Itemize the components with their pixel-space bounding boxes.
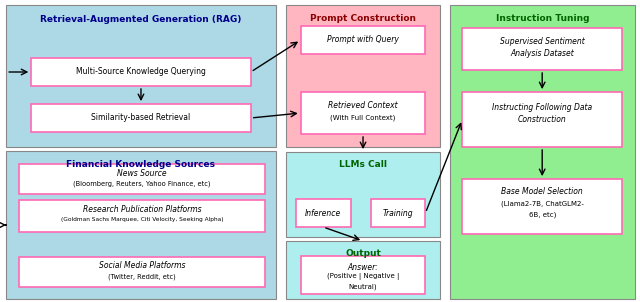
Text: Instructing Following Data: Instructing Following Data xyxy=(492,103,592,112)
FancyBboxPatch shape xyxy=(301,92,426,134)
Text: Training: Training xyxy=(383,208,413,217)
Text: Retrieved Context: Retrieved Context xyxy=(328,101,398,110)
FancyBboxPatch shape xyxy=(285,241,440,299)
FancyBboxPatch shape xyxy=(451,5,635,299)
Text: Inference: Inference xyxy=(305,208,341,217)
Text: (Goldman Sachs Marquee, Citi Velocity, Seeking Alpha): (Goldman Sachs Marquee, Citi Velocity, S… xyxy=(61,217,223,223)
FancyBboxPatch shape xyxy=(462,92,622,147)
FancyBboxPatch shape xyxy=(285,152,440,237)
FancyBboxPatch shape xyxy=(31,104,251,132)
Text: Financial Knowledge Sources: Financial Knowledge Sources xyxy=(67,160,216,169)
FancyBboxPatch shape xyxy=(301,26,426,54)
FancyBboxPatch shape xyxy=(19,200,265,232)
Text: (Twitter, Reddit, etc): (Twitter, Reddit, etc) xyxy=(108,274,176,280)
Text: (Positive | Negative |: (Positive | Negative | xyxy=(327,274,399,281)
Text: Answer:: Answer: xyxy=(348,262,378,271)
Text: Analysis Dataset: Analysis Dataset xyxy=(510,50,574,59)
FancyBboxPatch shape xyxy=(462,179,622,234)
Text: Output: Output xyxy=(345,249,381,258)
FancyBboxPatch shape xyxy=(462,28,622,70)
Text: Prompt Construction: Prompt Construction xyxy=(310,14,416,23)
Text: Construction: Construction xyxy=(518,115,566,124)
Text: Retrieval-Augmented Generation (RAG): Retrieval-Augmented Generation (RAG) xyxy=(40,15,242,24)
FancyBboxPatch shape xyxy=(31,58,251,86)
Text: LLMs Call: LLMs Call xyxy=(339,160,387,169)
Text: Supervised Sentiment: Supervised Sentiment xyxy=(500,37,584,47)
FancyBboxPatch shape xyxy=(6,151,276,299)
FancyBboxPatch shape xyxy=(19,164,265,194)
FancyBboxPatch shape xyxy=(371,199,426,227)
Text: Neutral): Neutral) xyxy=(349,284,378,290)
FancyBboxPatch shape xyxy=(301,256,426,294)
FancyBboxPatch shape xyxy=(296,199,351,227)
FancyBboxPatch shape xyxy=(285,5,440,147)
Text: (Llama2-7B, ChatGLM2-: (Llama2-7B, ChatGLM2- xyxy=(500,200,584,207)
Text: Multi-Source Knowledge Querying: Multi-Source Knowledge Querying xyxy=(76,68,206,76)
Text: Similarity-based Retrieval: Similarity-based Retrieval xyxy=(92,114,191,123)
Text: Social Media Platforms: Social Media Platforms xyxy=(99,262,185,271)
Text: Instruction Tuning: Instruction Tuning xyxy=(496,14,589,23)
Text: Prompt with Query: Prompt with Query xyxy=(327,36,399,44)
Text: 6B, etc): 6B, etc) xyxy=(529,211,556,218)
FancyBboxPatch shape xyxy=(19,257,265,287)
FancyBboxPatch shape xyxy=(6,5,276,147)
Text: Base Model Selection: Base Model Selection xyxy=(501,187,583,196)
Text: Research Publication Platforms: Research Publication Platforms xyxy=(83,204,202,214)
Text: (Bloomberg, Reuters, Yahoo Finance, etc): (Bloomberg, Reuters, Yahoo Finance, etc) xyxy=(73,181,211,187)
Text: (With Full Context): (With Full Context) xyxy=(330,115,396,121)
Text: News Source: News Source xyxy=(117,169,167,178)
